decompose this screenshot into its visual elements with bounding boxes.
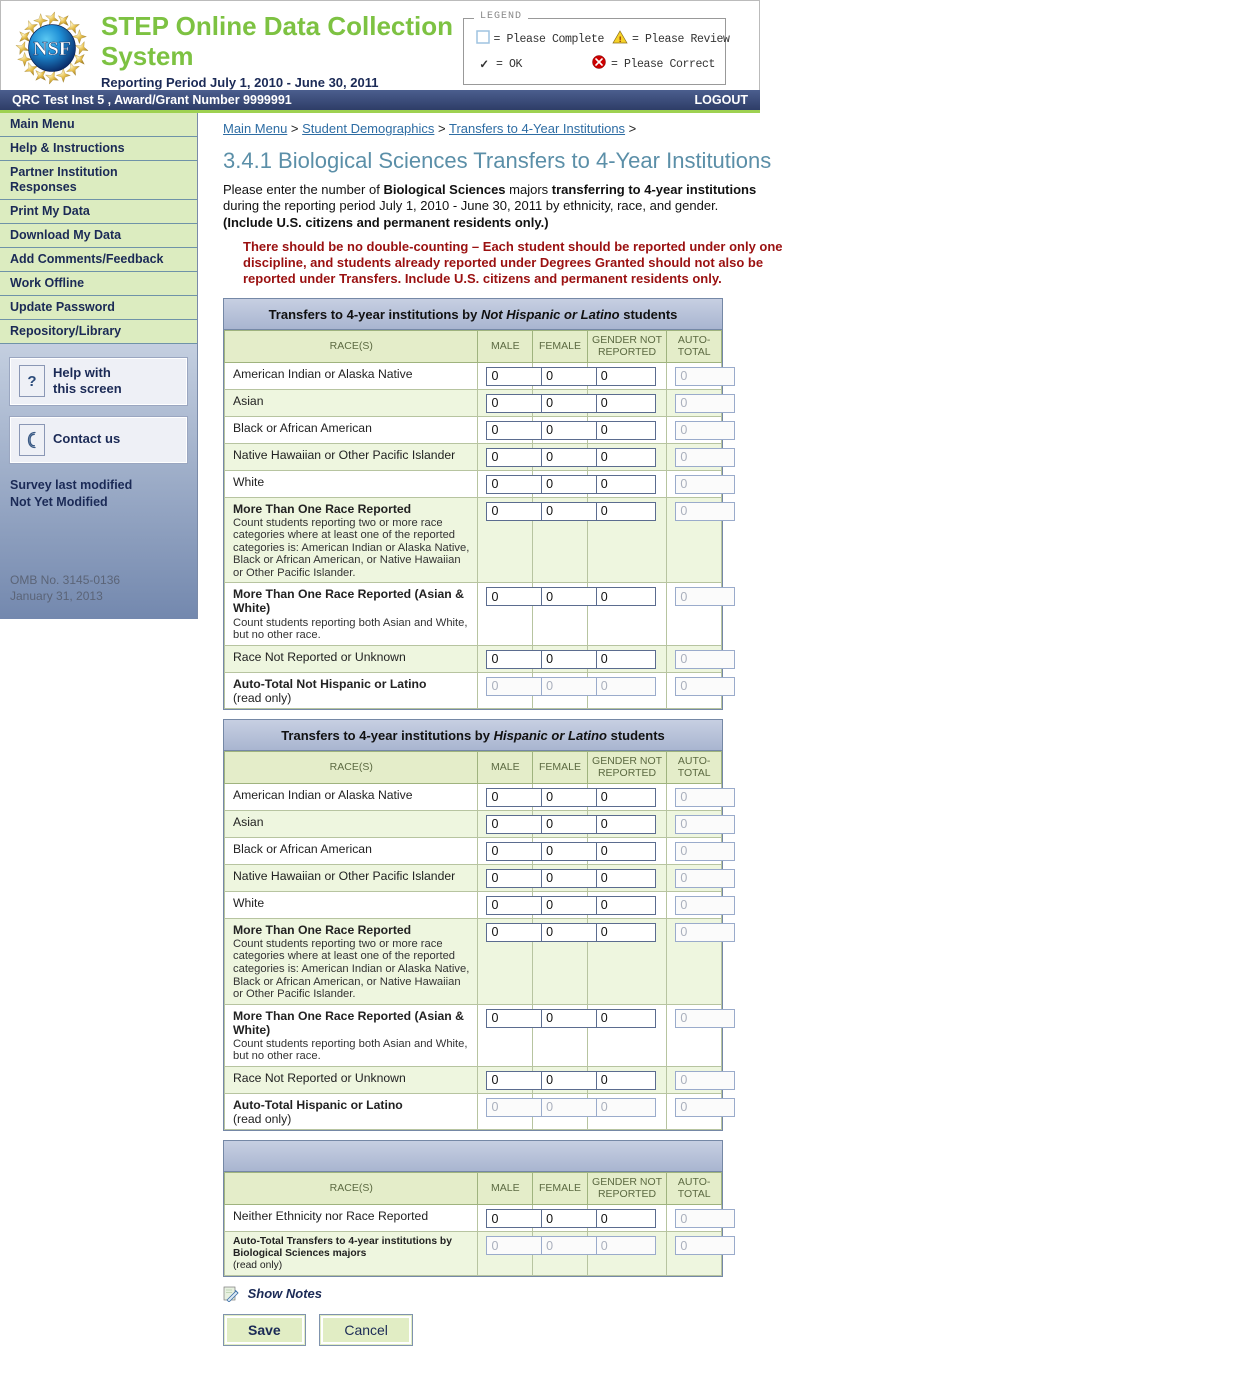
svg-text:NSF: NSF [33,38,71,60]
svg-text:!: ! [618,36,622,44]
